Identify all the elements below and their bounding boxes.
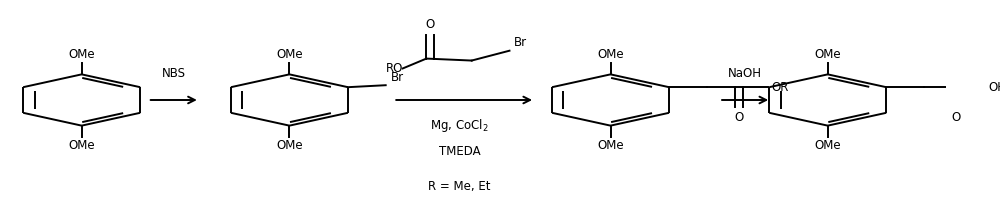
Text: OMe: OMe (68, 48, 95, 61)
Text: OMe: OMe (68, 139, 95, 152)
Text: Br: Br (390, 71, 404, 84)
Text: OMe: OMe (814, 139, 841, 152)
Text: OMe: OMe (814, 48, 841, 61)
Text: R = Me, Et: R = Me, Et (428, 180, 491, 193)
Text: OMe: OMe (276, 139, 303, 152)
Text: Mg, CoCl$_2$: Mg, CoCl$_2$ (430, 117, 489, 134)
Text: OMe: OMe (276, 48, 303, 61)
Text: OMe: OMe (597, 139, 624, 152)
Text: OR: OR (771, 81, 788, 94)
Text: NaOH: NaOH (728, 67, 762, 80)
Text: O: O (734, 111, 744, 124)
Text: O: O (951, 111, 961, 124)
Text: RO: RO (385, 62, 403, 75)
Text: OH: OH (988, 81, 1000, 94)
Text: OMe: OMe (597, 48, 624, 61)
Text: NBS: NBS (162, 67, 186, 80)
Text: TMEDA: TMEDA (439, 145, 480, 158)
Text: O: O (426, 18, 435, 31)
Text: Br: Br (514, 36, 527, 49)
